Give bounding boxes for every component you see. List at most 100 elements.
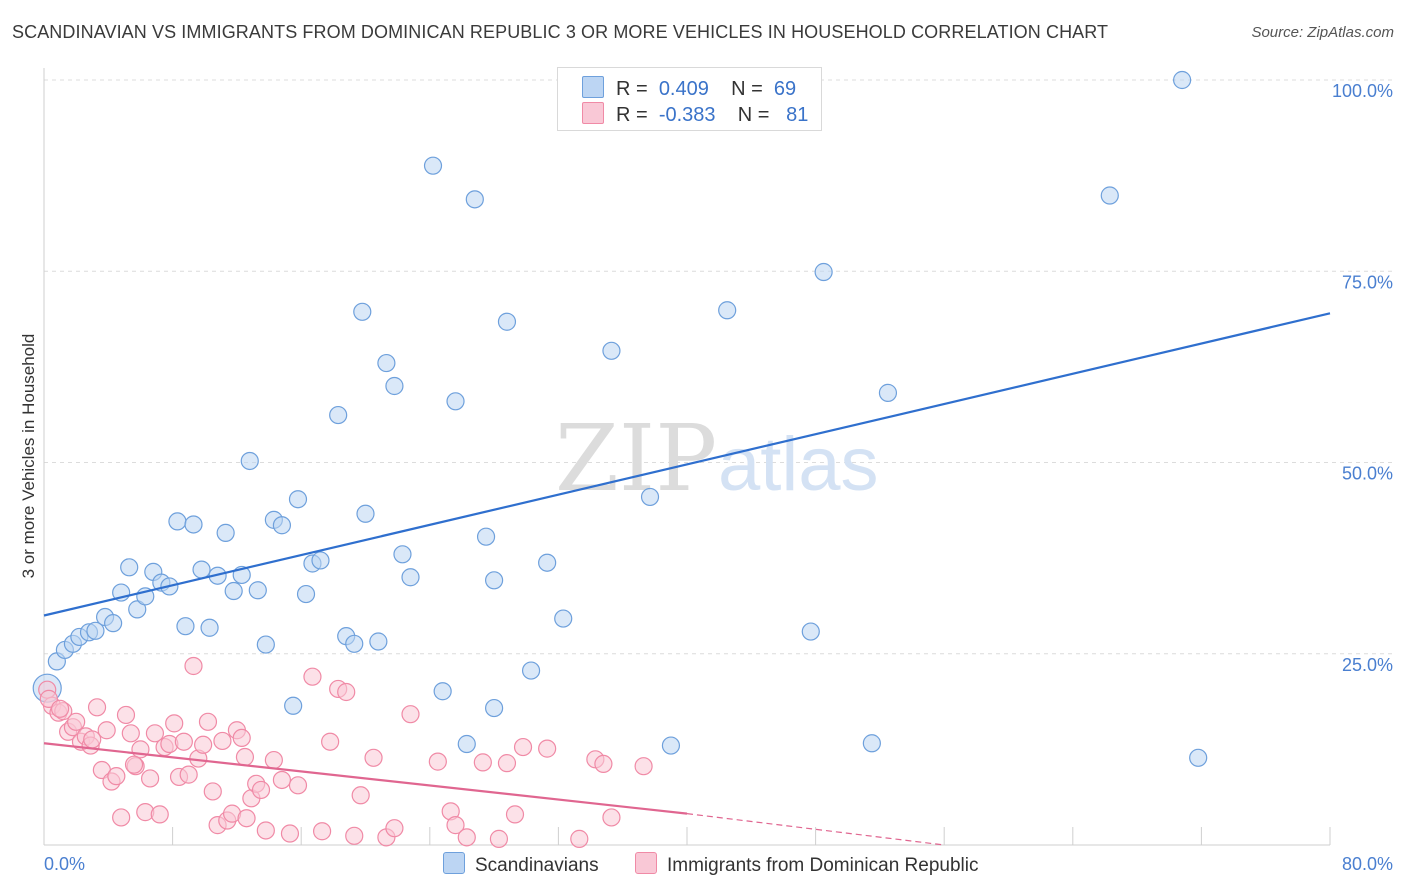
dominican-point <box>124 755 144 774</box>
dominican-point <box>594 754 613 774</box>
dominican-point <box>303 667 322 686</box>
scandinavian-point <box>385 376 404 396</box>
scandinavian-point <box>248 581 267 600</box>
scandinavian-point <box>814 262 833 282</box>
dominican-point <box>251 780 271 800</box>
watermark: ZIP atlas <box>555 405 879 512</box>
scandinavian-point <box>602 341 621 360</box>
y-tick-label: 100.0% <box>1332 81 1393 101</box>
dominican-point <box>280 824 300 843</box>
scandinavian-point <box>192 560 211 579</box>
dominican-point <box>235 747 255 767</box>
scandinavian-point <box>718 301 737 320</box>
scandinavian-point <box>393 545 412 564</box>
scandinavian-point <box>465 190 484 209</box>
x-tick-label: 0.0% <box>44 854 85 874</box>
scandinavian-point <box>104 614 123 633</box>
data-points <box>32 70 1208 848</box>
scandinavian-point <box>329 405 348 425</box>
dominican-point <box>150 805 169 824</box>
scandinavian-point <box>216 523 235 542</box>
watermark-atlas: atlas <box>718 422 879 507</box>
scandinavian-point <box>401 568 420 587</box>
scandinavian-point <box>433 682 452 701</box>
scandinavian-point <box>485 698 504 718</box>
dominican-point <box>351 786 370 805</box>
scandinavian-point <box>485 571 504 590</box>
dominican-point <box>50 699 70 718</box>
legend-row-dominican: R = -0.383 N = 81 <box>582 102 808 126</box>
scandinavian-point <box>311 551 330 570</box>
source-credit: Source: ZipAtlas.com <box>1251 24 1394 41</box>
scandinavian-point <box>377 353 396 373</box>
dominican-point <box>513 737 533 757</box>
dominican-point <box>401 705 420 724</box>
scandinavian-point <box>1173 70 1192 90</box>
dominican-point <box>446 816 465 835</box>
y-tick-label: 25.0% <box>1342 655 1393 675</box>
dominican-point <box>232 728 251 748</box>
scandinavian-point <box>476 527 496 546</box>
scandinavian-point <box>284 696 303 715</box>
legend-swatch-blue <box>582 76 604 98</box>
scandinavian-point <box>538 553 557 572</box>
scandinavian-point <box>878 383 898 402</box>
watermark-zip: ZIP <box>555 405 717 512</box>
scandinavian-point <box>86 621 105 640</box>
x-tick-label: 80.0% <box>1342 854 1393 874</box>
dominican-point <box>505 805 525 824</box>
scandinavian-point <box>1189 748 1208 767</box>
dominican-point <box>570 829 589 848</box>
correlation-legend: R = 0.409 N = 69 R = -0.383 N = 81 <box>557 67 822 131</box>
trend-lines <box>43 312 1331 846</box>
dominican-point <box>67 712 86 731</box>
dominican-trend-extension <box>686 813 945 846</box>
scandinavian-point <box>497 312 517 331</box>
dominican-point <box>364 748 383 767</box>
dominican-point <box>264 750 283 770</box>
dominican-point <box>237 809 256 828</box>
dominican-point <box>489 829 509 848</box>
legend-n-value: 69 <box>773 78 797 100</box>
dominican-point <box>428 752 447 771</box>
dominican-point <box>121 724 140 743</box>
scandinavian-point <box>288 490 308 509</box>
dominican-point <box>112 808 131 827</box>
scandinavian-point <box>356 504 375 523</box>
scandinavian-point <box>120 558 139 577</box>
dominican-point <box>312 822 332 841</box>
scandinavian-point <box>640 487 660 507</box>
dominican-point <box>184 656 203 676</box>
scandinavian-point <box>369 632 388 651</box>
dominican-point <box>337 682 356 702</box>
dominican-point <box>203 782 222 801</box>
dominican-point <box>345 826 364 845</box>
scandinavian-point <box>423 156 443 175</box>
tick-labels: 25.0% 50.0% 75.0% 100.0% 0.0% 80.0% <box>44 81 1393 874</box>
legend-n-key: N = <box>737 104 770 126</box>
dominican-point <box>107 767 126 786</box>
dominican-point <box>179 765 198 784</box>
legend-r-value: -0.383 <box>658 104 716 126</box>
scandinavian-point <box>296 584 316 604</box>
dominican-point <box>194 735 213 754</box>
legend-n-value: 81 <box>786 104 809 126</box>
legend-r-value: 0.409 <box>658 78 709 100</box>
scandinavian-point <box>176 617 195 636</box>
bottom-legend-dominican: Immigrants from Dominican Republic <box>635 852 979 876</box>
dominican-point <box>288 776 308 795</box>
dominican-point <box>272 770 292 790</box>
dominican-point <box>538 739 557 758</box>
legend-n-key: N = <box>731 78 763 100</box>
legend-swatch-pink <box>582 102 604 124</box>
legend-r-key: R = <box>616 104 648 126</box>
scandinavian-point <box>345 634 364 653</box>
legend-r-key: R = <box>616 78 648 100</box>
dominican-point <box>473 753 492 772</box>
y-tick-label: 50.0% <box>1342 464 1393 484</box>
scandinavian-point <box>1100 186 1119 205</box>
bottom-legend-label: Scandinavians <box>475 855 599 876</box>
scandinavian-point <box>240 451 259 471</box>
scandinavian-point <box>446 392 465 411</box>
bottom-legend-swatch-pink <box>635 852 657 874</box>
